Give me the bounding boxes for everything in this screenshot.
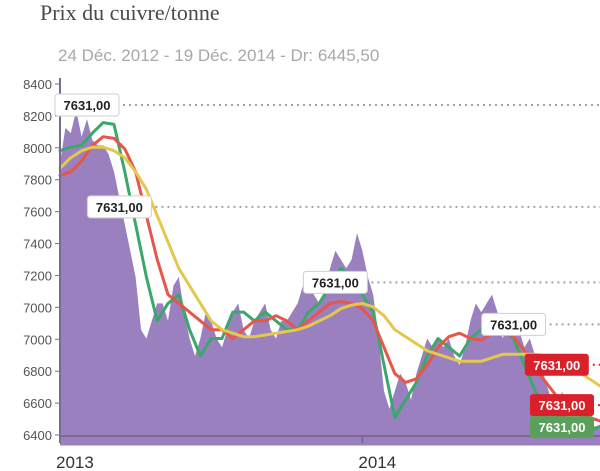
y-tick-label: 8400 [23,77,52,92]
annotation-label: 7631,00 [539,398,586,413]
x-tick-label: 2013 [56,453,94,471]
chart-title: Prix du cuivre/tonne [40,0,220,25]
annotation-label: 7631,00 [490,317,537,332]
annotation-label: 7631,00 [64,98,111,113]
annotation-label-box [54,93,120,117]
annotation-label: 7631,00 [539,420,586,435]
y-tick-label: 7600 [23,205,52,220]
chart-subtitle: 24 Déc. 2012 - 19 Déc. 2014 - Dr: 6445,5… [58,46,380,65]
annotation-label-box [86,195,152,219]
y-tick-label: 6400 [23,428,52,443]
annotation-label-box [481,312,547,336]
y-tick-label: 6600 [23,396,52,411]
y-tick-label: 7400 [23,237,52,252]
x-tick-label: 2014 [358,453,396,471]
y-tick-label: 8200 [23,109,52,124]
annotation-label-box [302,270,368,294]
y-tick-label: 8000 [23,141,52,156]
y-tick-label: 6800 [23,364,52,379]
y-tick-label: 7000 [23,332,52,347]
annotation-label: 7631,00 [533,358,580,373]
annotation-label-box [530,416,594,439]
y-tick-label: 7000 [23,300,52,315]
y-tick-label: 7200 [23,268,52,283]
annotation-label-box [524,353,589,376]
y-tick-label: 7800 [23,173,52,188]
annotation-label-box [530,394,594,417]
annotation-label: 7631,00 [312,275,359,290]
annotation-label: 7631,00 [96,200,143,215]
